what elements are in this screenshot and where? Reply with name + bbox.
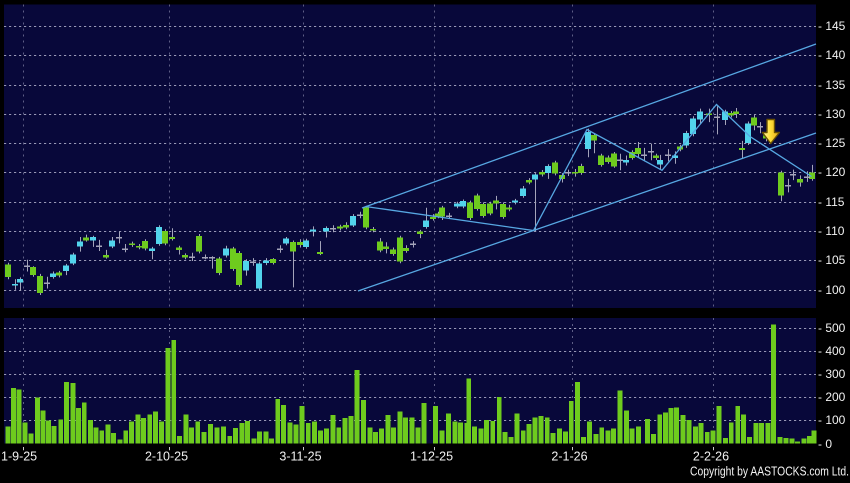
svg-text:- 110: - 110 [818, 224, 845, 238]
svg-text:2-2-26: 2-2-26 [693, 450, 729, 464]
svg-text:- 100: - 100 [818, 283, 846, 297]
svg-text:- 135: - 135 [818, 78, 846, 92]
svg-text:- 0: - 0 [818, 437, 832, 451]
svg-text:1-9-25: 1-9-25 [1, 450, 37, 464]
svg-text:- 130: - 130 [818, 107, 846, 121]
svg-text:- 300: - 300 [818, 367, 846, 381]
svg-text:2-10-25: 2-10-25 [145, 450, 188, 464]
svg-text:- 115: - 115 [818, 195, 845, 209]
svg-text:- 100: - 100 [818, 413, 846, 427]
svg-text:- 500: - 500 [818, 321, 846, 335]
svg-text:2-1-26: 2-1-26 [551, 450, 587, 464]
svg-text:- 105: - 105 [818, 253, 846, 267]
svg-text:- 200: - 200 [818, 390, 846, 404]
svg-text:- 140: - 140 [818, 48, 846, 62]
svg-text:Copyright by AASTOCKS.com Ltd.: Copyright by AASTOCKS.com Ltd. [690, 465, 849, 479]
svg-text:- 120: - 120 [818, 165, 846, 179]
svg-text:3-11-25: 3-11-25 [279, 450, 321, 464]
svg-text:- 145: - 145 [818, 19, 846, 33]
svg-text:- 125: - 125 [818, 136, 846, 150]
svg-text:1-12-25: 1-12-25 [410, 450, 453, 464]
svg-text:- 400: - 400 [818, 344, 846, 358]
